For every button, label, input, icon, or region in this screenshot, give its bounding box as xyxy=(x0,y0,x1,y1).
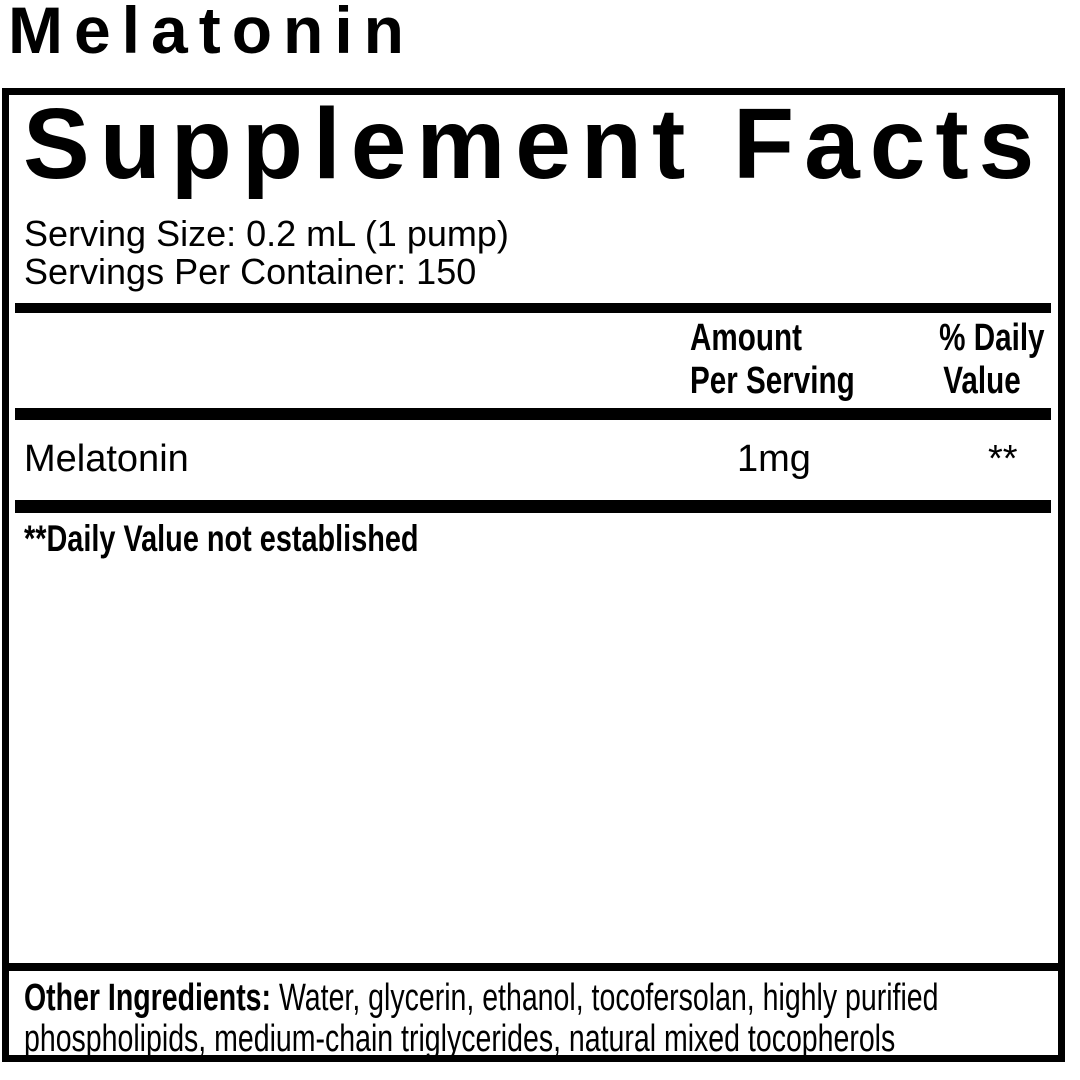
supplement-facts-panel: Supplement Facts Serving Size: 0.2 mL (1… xyxy=(2,88,1065,1062)
column-header-amount: Amount Per Serving xyxy=(690,317,855,403)
nutrient-daily-value: ** xyxy=(988,438,1018,480)
servings-per-container-line: Servings Per Container: 150 xyxy=(24,251,477,292)
column-header-daily-value-line1: % Daily xyxy=(939,317,1045,359)
serving-info: Serving Size: 0.2 mL (1 pump) Servings P… xyxy=(24,215,509,291)
daily-value-footnote: **Daily Value not established xyxy=(24,518,419,559)
heavy-rule-top xyxy=(15,303,1051,313)
supplement-facts-title: Supplement Facts xyxy=(23,88,1045,200)
column-header-daily-value: % Daily Value xyxy=(939,317,1045,403)
other-ingredients-text: Water, glycerin, ethanol, tocofersolan, … xyxy=(24,977,939,1060)
column-header-daily-value-line2: Value xyxy=(943,360,1021,402)
column-header-amount-line1: Amount xyxy=(690,317,802,359)
other-ingredients-label: Other Ingredients: xyxy=(24,977,272,1019)
nutrient-amount: 1mg xyxy=(737,438,811,480)
product-title: Melatonin xyxy=(8,0,415,67)
column-header-amount-line2: Per Serving xyxy=(690,360,855,402)
nutrient-name: Melatonin xyxy=(24,438,189,480)
separator-rule-other-ingredients xyxy=(9,963,1058,971)
other-ingredients-paragraph: Other Ingredients: Water, glycerin, etha… xyxy=(24,978,1063,1060)
serving-size-line: Serving Size: 0.2 mL (1 pump) xyxy=(24,213,509,254)
heavy-rule-under-headers xyxy=(15,408,1051,420)
heavy-rule-under-row xyxy=(15,500,1051,513)
